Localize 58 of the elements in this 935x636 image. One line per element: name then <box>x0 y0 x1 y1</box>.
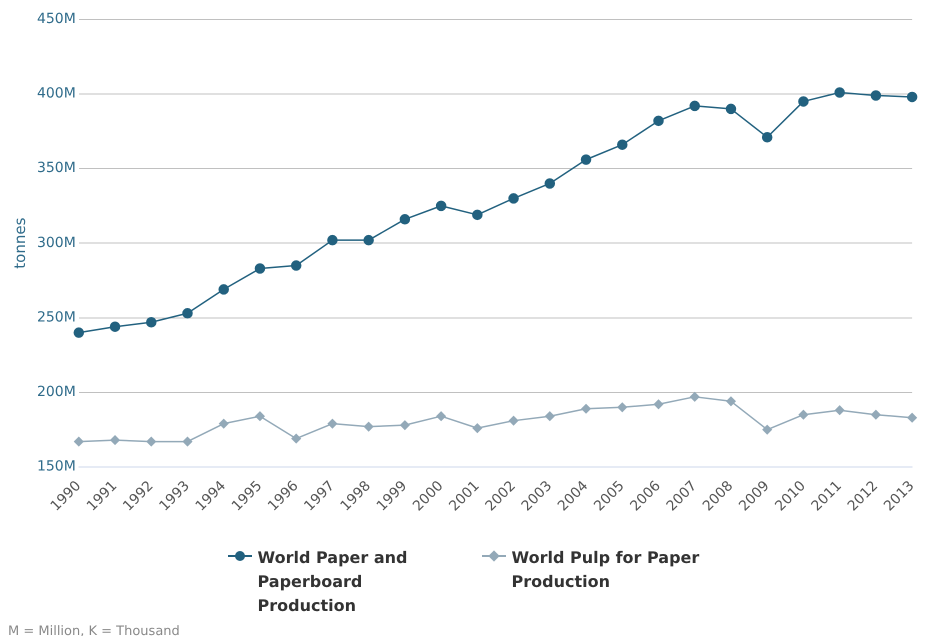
point <box>327 234 338 246</box>
point <box>74 327 84 338</box>
point <box>218 418 228 428</box>
point <box>618 402 628 412</box>
point <box>653 116 664 126</box>
point <box>689 100 700 112</box>
point <box>328 418 338 428</box>
point <box>798 410 808 420</box>
point <box>726 396 736 406</box>
point <box>545 411 555 421</box>
point <box>581 404 591 414</box>
y-tick-label: 400M <box>36 86 76 102</box>
point <box>544 178 556 189</box>
point <box>290 260 302 271</box>
point <box>218 284 229 295</box>
point <box>110 321 120 332</box>
point <box>254 263 266 274</box>
point <box>436 200 446 212</box>
y-tick-label: 200M <box>36 384 76 400</box>
point <box>654 400 664 410</box>
point <box>255 411 265 421</box>
point <box>472 423 482 433</box>
point <box>291 434 301 444</box>
point <box>871 410 881 420</box>
point <box>580 154 592 165</box>
point <box>400 214 410 225</box>
point <box>907 412 917 422</box>
point <box>870 90 882 101</box>
point <box>906 92 918 102</box>
point <box>690 392 700 402</box>
y-tick-label: 250M <box>36 309 76 326</box>
point <box>74 436 84 446</box>
point <box>762 424 772 434</box>
point <box>182 436 192 446</box>
y-tick-label: 450M <box>36 11 76 28</box>
y-tick-label: 150M <box>36 458 76 475</box>
point <box>182 308 193 319</box>
point <box>798 96 809 107</box>
point <box>110 435 120 445</box>
y-axis-title: tonnes <box>10 217 29 269</box>
point <box>146 436 156 446</box>
point <box>726 104 736 114</box>
legend-label: World Pulp for Paper Production <box>512 547 700 593</box>
point <box>436 411 446 421</box>
point <box>834 87 845 98</box>
legend-label: World Paper and Paperboard Production <box>258 547 408 617</box>
point <box>508 416 518 426</box>
point <box>364 422 374 432</box>
point <box>363 234 374 246</box>
point <box>146 316 157 328</box>
point <box>617 139 628 150</box>
point <box>472 210 483 220</box>
point <box>762 132 772 142</box>
y-tick-label: 350M <box>36 160 76 176</box>
point <box>834 405 844 415</box>
point <box>400 420 410 430</box>
point <box>508 193 519 204</box>
y-tick-label: 300M <box>36 234 76 251</box>
